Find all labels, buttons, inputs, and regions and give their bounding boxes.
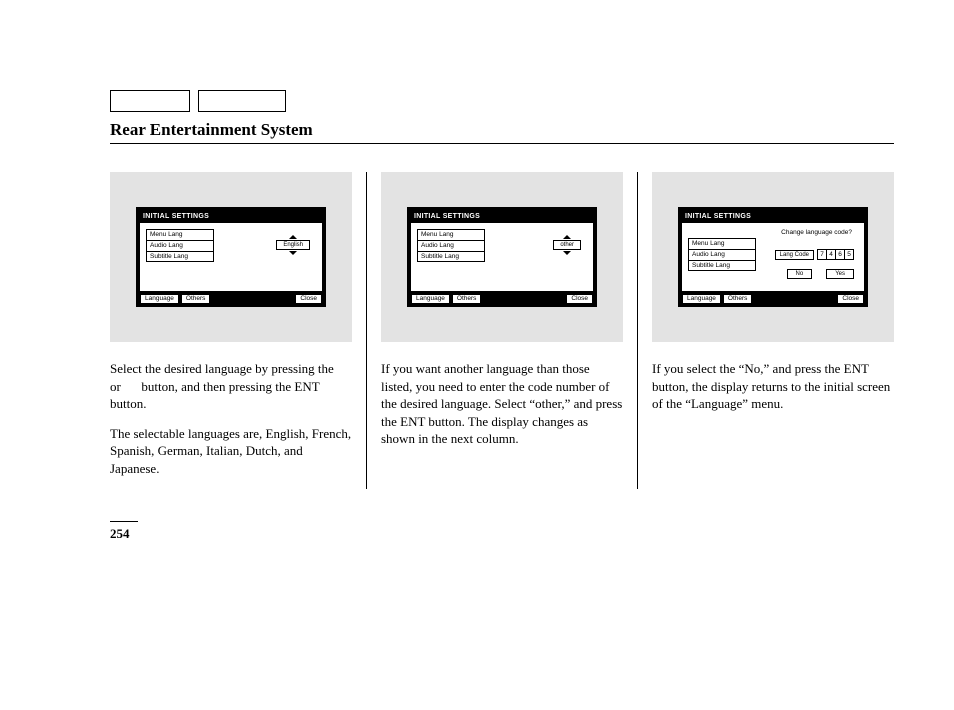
selected-language: English — [276, 240, 310, 250]
column-2: INITIAL SETTINGS Menu Lang Audio Lang Su… — [367, 172, 638, 489]
header-box-1 — [110, 90, 190, 112]
screen-title: INITIAL SETTINGS — [411, 211, 593, 223]
content-columns: INITIAL SETTINGS Menu Lang Audio Lang Su… — [110, 172, 894, 489]
figure-3: INITIAL SETTINGS Change language code? M… — [652, 172, 894, 342]
screen-initial-settings-2: INITIAL SETTINGS Menu Lang Audio Lang Su… — [407, 207, 597, 307]
yes-button: Yes — [826, 269, 854, 279]
screen-footer: Language Others Close — [682, 293, 864, 304]
screen-footer: Language Others Close — [140, 293, 322, 304]
lang-code-digits: 7 4 6 5 — [817, 249, 854, 260]
language-selector: English — [276, 235, 310, 255]
footer-others-tab: Others — [453, 295, 481, 304]
arrow-up-icon — [563, 235, 571, 239]
page-number: 254 — [110, 521, 138, 542]
footer-close-button: Close — [567, 295, 592, 304]
screen-footer: Language Others Close — [411, 293, 593, 304]
screen-title: INITIAL SETTINGS — [682, 211, 864, 223]
menu-item: Subtitle Lang — [688, 260, 756, 272]
yes-no-row: No Yes — [787, 269, 854, 279]
column-3: INITIAL SETTINGS Change language code? M… — [638, 172, 894, 489]
arrow-up-icon — [289, 235, 297, 239]
screen-initial-settings-1: INITIAL SETTINGS Menu Lang Audio Lang Su… — [136, 207, 326, 307]
text: Select the desired language by pressing … — [110, 361, 334, 376]
screen-initial-settings-3: INITIAL SETTINGS Change language code? M… — [678, 207, 868, 307]
screen-body: Change language code? Menu Lang Audio La… — [682, 223, 864, 291]
footer-others-tab: Others — [724, 295, 752, 304]
code-digit: 5 — [844, 249, 854, 260]
page-title: Rear Entertainment System — [110, 120, 894, 144]
figure-1: INITIAL SETTINGS Menu Lang Audio Lang Su… — [110, 172, 352, 342]
paragraph: If you select the “No,” and press the EN… — [652, 360, 894, 413]
paragraph: If you want another language than those … — [381, 360, 623, 448]
paragraph: Select the desired language by pressing … — [110, 360, 352, 413]
selected-language: other — [553, 240, 581, 250]
footer-close-button: Close — [296, 295, 321, 304]
screen-body: Menu Lang Audio Lang Subtitle Lang other — [411, 223, 593, 291]
header-placeholder-boxes — [110, 90, 894, 112]
screen-body: Menu Lang Audio Lang Subtitle Lang Engli… — [140, 223, 322, 291]
text: button, and then pressing the ENT button… — [110, 379, 319, 412]
footer-language-tab: Language — [683, 295, 720, 304]
change-code-prompt: Change language code? — [688, 229, 858, 236]
menu-list: Menu Lang Audio Lang Subtitle Lang — [688, 238, 756, 271]
lang-code-label: Lang Code — [775, 250, 814, 260]
arrow-down-icon — [289, 251, 297, 255]
menu-item: Subtitle Lang — [417, 251, 485, 263]
menu-list: Menu Lang Audio Lang Subtitle Lang — [146, 229, 214, 262]
figure-2: INITIAL SETTINGS Menu Lang Audio Lang Su… — [381, 172, 623, 342]
lang-code-row: Lang Code 7 4 6 5 — [775, 249, 854, 260]
header-box-2 — [198, 90, 286, 112]
menu-list: Menu Lang Audio Lang Subtitle Lang — [417, 229, 485, 262]
footer-others-tab: Others — [182, 295, 210, 304]
arrow-down-icon — [563, 251, 571, 255]
footer-close-button: Close — [838, 295, 863, 304]
column-1: INITIAL SETTINGS Menu Lang Audio Lang Su… — [110, 172, 367, 489]
no-button: No — [787, 269, 813, 279]
column-2-text: If you want another language than those … — [381, 360, 623, 448]
paragraph: The selectable languages are, English, F… — [110, 425, 352, 478]
footer-language-tab: Language — [141, 295, 178, 304]
screen-title: INITIAL SETTINGS — [140, 211, 322, 223]
menu-item: Subtitle Lang — [146, 251, 214, 263]
text: or — [110, 379, 121, 394]
column-1-text: Select the desired language by pressing … — [110, 360, 352, 477]
footer-language-tab: Language — [412, 295, 449, 304]
language-selector: other — [553, 235, 581, 255]
column-3-text: If you select the “No,” and press the EN… — [652, 360, 894, 413]
